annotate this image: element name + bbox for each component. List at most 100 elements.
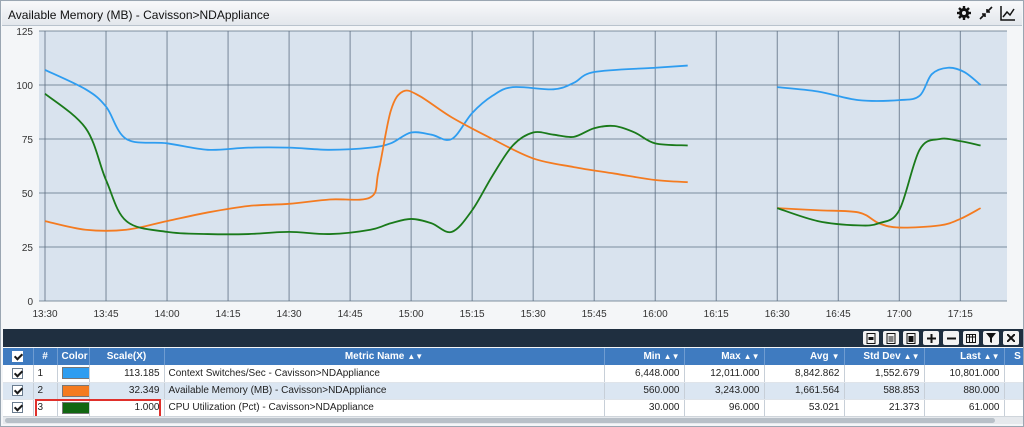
series-line-2[interactable] — [777, 207, 982, 229]
word-export-icon[interactable] — [883, 331, 899, 345]
row-extra — [1004, 399, 1023, 416]
row-metric-name: Context Switches/Sec - Cavisson>NDApplia… — [164, 365, 605, 383]
row-checkbox[interactable] — [3, 365, 34, 383]
row-index: 2 — [33, 382, 58, 400]
col-max[interactable]: Max ▲▼ — [684, 348, 765, 365]
row-last: 61.000 — [924, 399, 1005, 416]
y-tick-label: 50 — [22, 189, 34, 200]
row-metric-name: CPU Utilization (Pct) - Cavisson>NDAppli… — [164, 399, 605, 416]
color-swatch-cell[interactable] — [57, 382, 90, 400]
line-chart: 0 25 50 75 100 125 13:30 13:45 14:00 14:15 14:30 14… — [3, 27, 1021, 323]
scrollbar-thumb[interactable] — [5, 418, 995, 423]
x-tick-label: 13:30 — [32, 309, 57, 320]
line-chart-icon[interactable] — [1000, 5, 1016, 21]
row-extra — [1004, 382, 1023, 400]
metrics-table: # Color Scale(X) Metric Name ▲▼ Min ▲▼ Max… — [3, 348, 1023, 416]
row-max: 96.000 — [684, 399, 765, 416]
row-scale[interactable]: 32.349 — [89, 382, 165, 400]
x-tick-label: 14:30 — [277, 309, 302, 320]
series-line-2[interactable] — [44, 89, 688, 232]
row-checkbox[interactable] — [3, 399, 34, 416]
y-tick-label: 100 — [16, 81, 33, 92]
series-line-3[interactable] — [776, 137, 981, 227]
x-tick-label: 15:30 — [521, 309, 546, 320]
table-row[interactable]: 2 32.349 Available Memory (MB) - Cavisso… — [3, 382, 1023, 400]
x-tick-label: 14:45 — [338, 309, 363, 320]
color-swatch-cell[interactable] — [57, 365, 90, 383]
row-scale[interactable]: 1.000 — [89, 399, 165, 416]
row-last: 880.000 — [924, 382, 1005, 400]
sort-icon: ▲▼ — [743, 352, 760, 361]
x-tick-label: 16:30 — [765, 309, 790, 320]
sort-icon: ▲▼ — [983, 352, 1000, 361]
filter-icon[interactable] — [983, 331, 999, 345]
select-all-checkbox[interactable] — [3, 348, 34, 365]
row-avg: 1,661.564 — [764, 382, 845, 400]
x-tick-label: 14:15 — [216, 309, 241, 320]
row-min: 560.000 — [604, 382, 685, 400]
col-metric-name[interactable]: Metric Name ▲▼ — [164, 348, 605, 365]
col-extra[interactable]: S — [1004, 348, 1023, 365]
row-checkbox[interactable] — [3, 382, 34, 400]
col-color: Color — [57, 348, 90, 365]
color-swatch[interactable] — [61, 367, 88, 380]
col-last-label: Last — [960, 351, 981, 362]
row-metric-name: Available Memory (MB) - Cavisson>NDAppli… — [164, 382, 605, 400]
table-header-row: # Color Scale(X) Metric Name ▲▼ Min ▲▼ Max… — [3, 348, 1023, 365]
sort-icon: ▲▼ — [407, 352, 424, 361]
table-row[interactable]: 3 1.000 CPU Utilization (Pct) - Cavisson… — [3, 399, 1023, 416]
row-scale[interactable]: 113.185 — [89, 365, 165, 383]
series-line-1[interactable] — [777, 66, 982, 102]
row-avg: 8,842.862 — [764, 365, 845, 383]
color-swatch-cell[interactable] — [57, 399, 90, 416]
gear-icon[interactable] — [956, 5, 972, 21]
y-tick-label: 0 — [27, 297, 33, 308]
col-scale[interactable]: Scale(X) — [89, 348, 165, 365]
col-stddev[interactable]: Std Dev ▲▼ — [844, 348, 925, 365]
sort-icon: ▲▼ — [903, 352, 920, 361]
chart-canvas: 0 25 50 75 100 125 13:30 13:45 14:00 14:15 14:30 14… — [16, 27, 1007, 320]
row-min: 6,448.000 — [604, 365, 685, 383]
row-extra — [1004, 365, 1023, 383]
color-swatch[interactable] — [61, 401, 88, 414]
panel-titlebar: Available Memory (MB) - Cavisson>NDAppli… — [2, 2, 1022, 26]
plus-icon[interactable] — [923, 331, 939, 345]
row-max: 3,243.000 — [684, 382, 765, 400]
excel-export-icon[interactable] — [903, 331, 919, 345]
horizontal-scrollbar[interactable] — [3, 416, 1023, 424]
series-line-3[interactable] — [44, 92, 688, 236]
columns-icon[interactable] — [963, 331, 979, 345]
col-metric-label: Metric Name — [344, 351, 405, 362]
col-last[interactable]: Last ▲▼ — [924, 348, 1005, 365]
panel-tools — [956, 5, 1016, 21]
plot-background — [39, 31, 1007, 301]
col-avg-label: Avg — [810, 351, 829, 362]
col-min-label: Min — [643, 351, 661, 362]
row-last: 10,801.000 — [924, 365, 1005, 383]
col-min[interactable]: Min ▲▼ — [604, 348, 685, 365]
x-tick-label: 15:15 — [460, 309, 485, 320]
x-tick-label: 17:15 — [948, 309, 973, 320]
pdf-export-icon[interactable] — [863, 331, 879, 345]
col-avg[interactable]: Avg ▼ — [764, 348, 845, 365]
series-line-1[interactable] — [44, 64, 688, 151]
col-scale-label: Scale(X) — [106, 351, 147, 362]
x-tick-label: 16:00 — [643, 309, 668, 320]
col-stddev-label: Std Dev — [863, 351, 901, 362]
x-tick-label: 16:15 — [704, 309, 729, 320]
x-tick-label: 13:45 — [94, 309, 119, 320]
close-icon[interactable] — [1003, 331, 1019, 345]
table-row[interactable]: 1 113.185 Context Switches/Sec - Cavisso… — [3, 365, 1023, 383]
col-max-label: Max — [721, 351, 741, 362]
panel-title: Available Memory (MB) - Cavisson>NDAppli… — [8, 8, 270, 22]
row-avg: 53.021 — [764, 399, 845, 416]
x-tick-label: 15:00 — [399, 309, 424, 320]
x-tick-label: 17:00 — [887, 309, 912, 320]
minus-icon[interactable] — [943, 331, 959, 345]
collapse-arrows-icon[interactable] — [978, 5, 994, 21]
row-stddev: 1,552.679 — [844, 365, 925, 383]
sort-icon: ▲▼ — [663, 352, 680, 361]
color-swatch[interactable] — [61, 384, 88, 397]
sort-desc-icon: ▼ — [831, 352, 840, 361]
